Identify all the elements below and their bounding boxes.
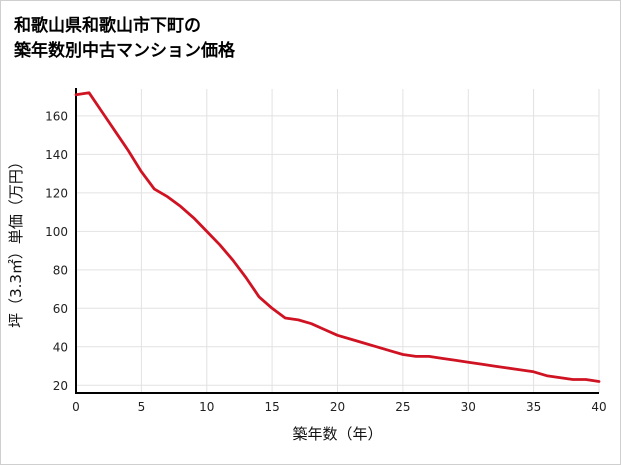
x-tick-label: 10 — [199, 400, 214, 414]
y-tick-label: 160 — [45, 110, 68, 124]
x-tick-label: 0 — [72, 400, 80, 414]
y-tick-label: 60 — [53, 302, 68, 316]
y-tick-label: 80 — [53, 264, 68, 278]
x-tick-label: 30 — [461, 400, 476, 414]
y-axis-title: 坪（3.3㎡）単価（万円） — [7, 154, 25, 328]
chart-svg: 20 40 60 80 100 120 140 160 0 5 10 15 20 25 30 35 40 築年数（… — [7, 88, 607, 443]
y-tick-label: 20 — [53, 379, 68, 393]
price-line — [74, 91, 601, 384]
x-axis-title: 築年数（年） — [292, 425, 382, 443]
y-tick-label: 140 — [45, 148, 68, 162]
x-tick-label: 25 — [395, 400, 410, 414]
x-tick-label: 5 — [138, 400, 146, 414]
y-tick-label: 120 — [45, 187, 68, 201]
page-title-line-2: 築年数別中古マンション価格 — [14, 40, 235, 61]
page-title: 和歌山県和歌山市下町の 築年数別中古マンション価格 — [14, 14, 606, 63]
y-tick-label: 100 — [45, 225, 68, 239]
y-tick-label: 40 — [53, 341, 68, 355]
page-title-line-1: 和歌山県和歌山市下町の — [14, 16, 201, 36]
x-tick-label: 35 — [526, 400, 541, 414]
x-tick-label: 15 — [264, 400, 279, 414]
x-tick-label: 20 — [330, 400, 345, 414]
chart-header: 和歌山県和歌山市下町の 築年数別中古マンション価格 — [1, 1, 620, 63]
x-tick-label: 40 — [591, 400, 606, 414]
